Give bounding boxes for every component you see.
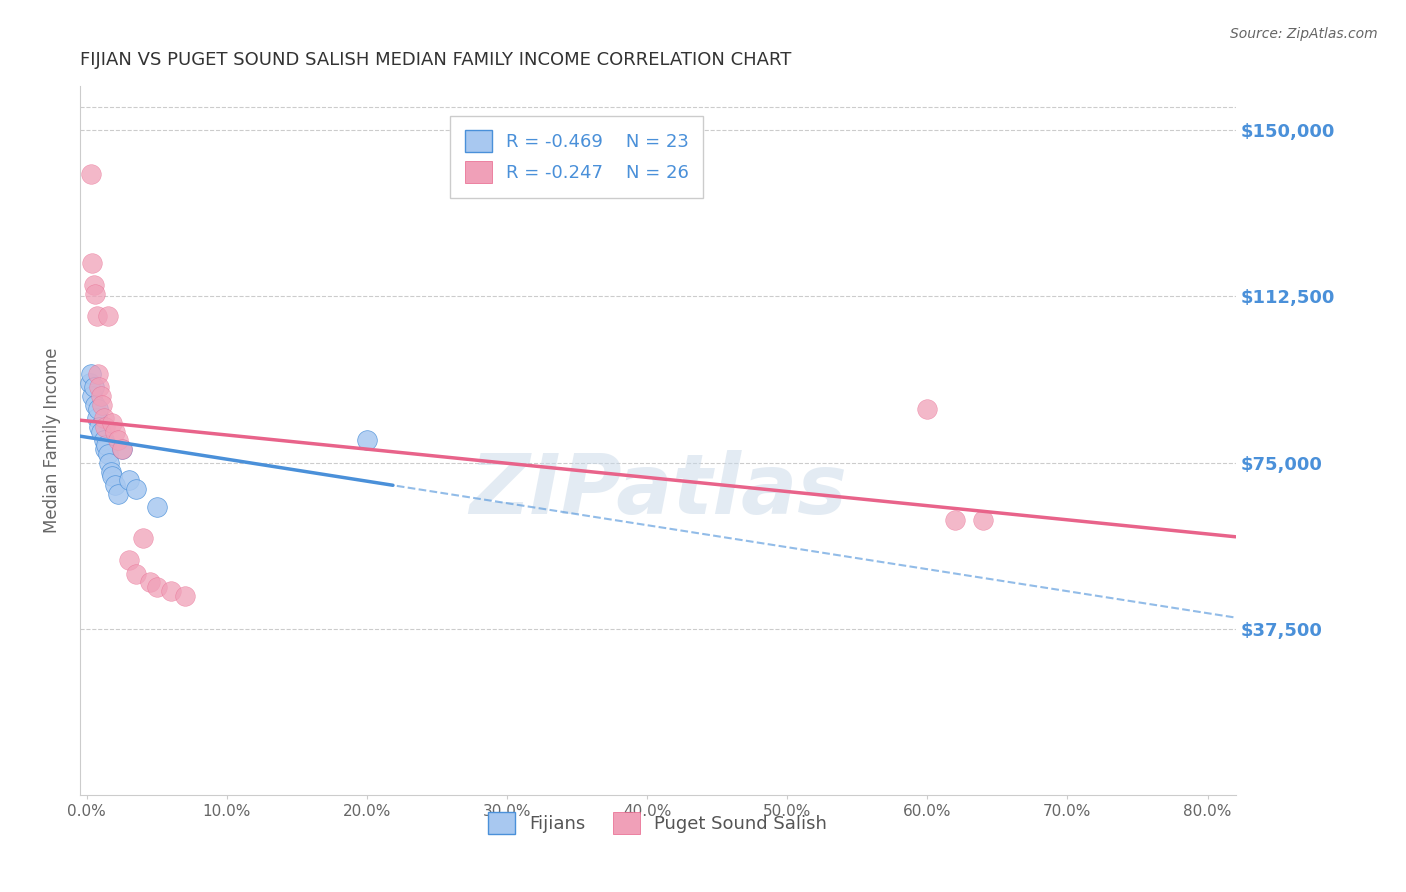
- Point: [107, 486, 129, 500]
- Point: [125, 482, 148, 496]
- Point: [83, 380, 105, 394]
- Point: [86, 411, 108, 425]
- Point: [94, 420, 117, 434]
- Point: [118, 474, 141, 488]
- Point: [104, 425, 127, 439]
- Point: [79, 376, 101, 390]
- Point: [943, 513, 966, 527]
- Text: FIJIAN VS PUGET SOUND SALISH MEDIAN FAMILY INCOME CORRELATION CHART: FIJIAN VS PUGET SOUND SALISH MEDIAN FAMI…: [80, 51, 792, 69]
- Point: [82, 389, 104, 403]
- Point: [87, 367, 110, 381]
- Point: [160, 584, 183, 599]
- Point: [98, 456, 121, 470]
- Point: [80, 367, 103, 381]
- Point: [97, 310, 120, 324]
- Point: [94, 442, 117, 457]
- Point: [84, 398, 107, 412]
- Point: [118, 553, 141, 567]
- Point: [83, 278, 105, 293]
- Point: [90, 389, 112, 403]
- Point: [82, 256, 104, 270]
- Point: [93, 434, 115, 448]
- Point: [174, 589, 197, 603]
- Point: [101, 469, 124, 483]
- Point: [139, 575, 162, 590]
- Point: [146, 500, 169, 514]
- Point: [146, 580, 169, 594]
- Y-axis label: Median Family Income: Median Family Income: [44, 348, 60, 533]
- Text: Source: ZipAtlas.com: Source: ZipAtlas.com: [1230, 27, 1378, 41]
- Point: [917, 402, 939, 417]
- Point: [87, 402, 110, 417]
- Point: [97, 447, 120, 461]
- Point: [90, 425, 112, 439]
- Point: [111, 442, 134, 457]
- Point: [93, 411, 115, 425]
- Point: [104, 478, 127, 492]
- Text: ZIPatlas: ZIPatlas: [468, 450, 846, 531]
- Point: [107, 434, 129, 448]
- Point: [89, 380, 111, 394]
- Point: [356, 434, 378, 448]
- Point: [125, 566, 148, 581]
- Point: [84, 287, 107, 301]
- Point: [89, 420, 111, 434]
- Point: [111, 442, 134, 457]
- Point: [96, 438, 118, 452]
- Point: [91, 398, 114, 412]
- Point: [972, 513, 994, 527]
- Point: [101, 416, 124, 430]
- Legend: Fijians, Puget Sound Salish: Fijians, Puget Sound Salish: [479, 803, 837, 843]
- Point: [86, 310, 108, 324]
- Point: [80, 167, 103, 181]
- Point: [132, 531, 155, 545]
- Point: [100, 465, 122, 479]
